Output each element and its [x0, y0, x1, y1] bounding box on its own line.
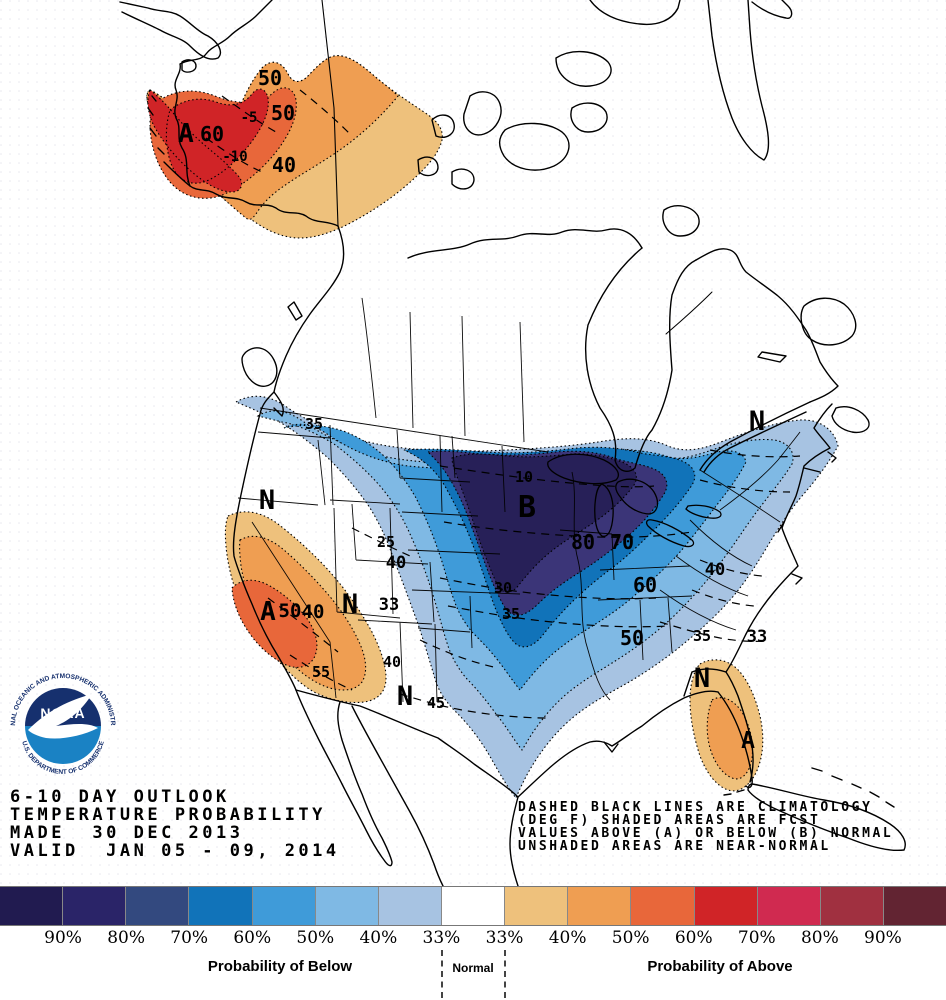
map-label-45: 45 [427, 694, 445, 712]
map-label-35: 35 [693, 627, 711, 645]
title-block: 6-10 DAY OUTLOOK TEMPERATURE PROBABILITY M… [10, 788, 340, 860]
map-label-55: 55 [312, 663, 330, 681]
map-label-50: 50 [279, 600, 302, 622]
text-line: VALUES ABOVE (A) OR BELOW (B) NORMAL [518, 826, 894, 841]
map-label-40: 40 [272, 153, 296, 177]
map-label-N: N [259, 485, 275, 516]
text-line: TEMPERATURE PROBABILITY [10, 805, 326, 825]
text-line: 6-10 DAY OUTLOOK [10, 787, 230, 807]
colorbar-tick-label: 90% [44, 928, 82, 948]
colorbar-tick-label: 50% [296, 928, 335, 948]
climatology-dashed-lines [205, 89, 801, 719]
colorbar-swatch [126, 887, 190, 925]
map-label-80: 80 [571, 530, 595, 554]
map-label--10: -10 [222, 149, 247, 165]
map-label-40: 40 [302, 601, 325, 623]
map-label-35: 35 [502, 605, 520, 623]
text-line: DASHED BLACK LINES ARE CLIMATOLOGY [518, 800, 873, 815]
map-label-N: N [397, 681, 413, 712]
map-label-N: N [694, 663, 710, 694]
normal-left-divider [441, 950, 443, 998]
map-label-25: 25 [377, 533, 395, 551]
probability-colorbar [0, 886, 946, 926]
colorbar-swatch [820, 887, 884, 925]
normal-caption: Normal [452, 961, 494, 975]
colorbar-swatch [568, 887, 632, 925]
colorbar-tick-label: 40% [359, 928, 398, 948]
colorbar-tick-label: 33% [422, 928, 461, 948]
map-label-50: 50 [271, 101, 295, 125]
map-label-35: 35 [305, 415, 323, 433]
colorbar-tick-label: 80% [800, 928, 839, 948]
noaa-seagull-icon [28, 694, 98, 739]
map-label-A: A [178, 119, 194, 149]
colorbar-swatch [189, 887, 253, 925]
map-label-50: 50 [258, 66, 282, 90]
colorbar-tick-label: 80% [107, 928, 146, 948]
noaa-logo: NATIONAL OCEANIC AND ATMOSPHERIC ADMINIS… [2, 664, 116, 776]
text-line: UNSHADED AREAS ARE NEAR-NORMAL [518, 839, 831, 854]
colorbar-swatch [757, 887, 821, 925]
above-normal-region-florida [689, 659, 764, 792]
normal-right-divider [504, 950, 506, 998]
map-label-50: 50 [620, 626, 644, 650]
map-label-40: 40 [383, 653, 401, 671]
below-normal-region [234, 395, 839, 800]
map-label-10: 10 [515, 468, 533, 486]
colorbar-swatch [441, 887, 506, 925]
colorbar-swatch [252, 887, 316, 925]
map-label-B: B [518, 490, 536, 525]
colorbar-swatch [505, 887, 569, 925]
above-normal-caption: Probability of Above [647, 958, 793, 975]
above-normal-region-alaska [146, 55, 443, 239]
map-label-N: N [342, 589, 358, 620]
colorbar-tick-label: 70% [170, 928, 209, 948]
colorbar-tick-label: 90% [864, 928, 902, 948]
colorbar-swatch [0, 887, 64, 925]
colorbar-swatch [63, 887, 127, 925]
colorbar-tick-label: 40% [548, 928, 587, 948]
colorbar-swatch [315, 887, 379, 925]
map-label-33: 33 [747, 627, 767, 647]
colorbar-swatch [694, 887, 758, 925]
text-line: (DEG F) SHADED AREAS ARE FCST [518, 813, 821, 828]
text-line: MADE 30 DEC 2013 [10, 823, 244, 843]
colorbar-tick-label: 60% [233, 928, 272, 948]
state-borders [237, 297, 801, 703]
colorbar-tick-label: 60% [674, 928, 713, 948]
coastlines [119, 0, 906, 887]
colorbar-swatch [631, 887, 695, 925]
map-label-40: 40 [386, 553, 406, 573]
colorbar-swatch [883, 887, 946, 925]
colorbar-tick-labels: 90% 80% 70% 60% 50% 40% 33% 33% 40% 50% 60% 70% 80% 9… [0, 928, 946, 952]
map-label-A: A [741, 728, 755, 754]
colorbar-tick-label: 50% [611, 928, 650, 948]
map-label-33: 33 [379, 595, 399, 615]
colorbar-swatch [378, 887, 442, 925]
map-label-A: A [260, 597, 276, 627]
text-line: VALID JAN 05 - 09, 2014 [10, 841, 340, 861]
map-label-N: N [749, 406, 765, 437]
map-label-30: 30 [494, 579, 512, 597]
legend-note: DASHED BLACK LINES ARE CLIMATOLOGY (DEG F… [518, 801, 893, 853]
noaa-acronym: NOAA [40, 705, 85, 721]
map-label-70: 70 [610, 530, 634, 554]
map-label-40: 40 [705, 560, 725, 580]
colorbar-tick-label: 70% [737, 928, 776, 948]
great-lakes [547, 453, 722, 548]
map-label-60: 60 [200, 122, 224, 146]
map-label--5: -5 [241, 110, 258, 126]
map-label-60: 60 [633, 573, 657, 597]
below-normal-caption: Probability of Below [207, 958, 353, 975]
colorbar-tick-label: 33% [485, 928, 524, 948]
